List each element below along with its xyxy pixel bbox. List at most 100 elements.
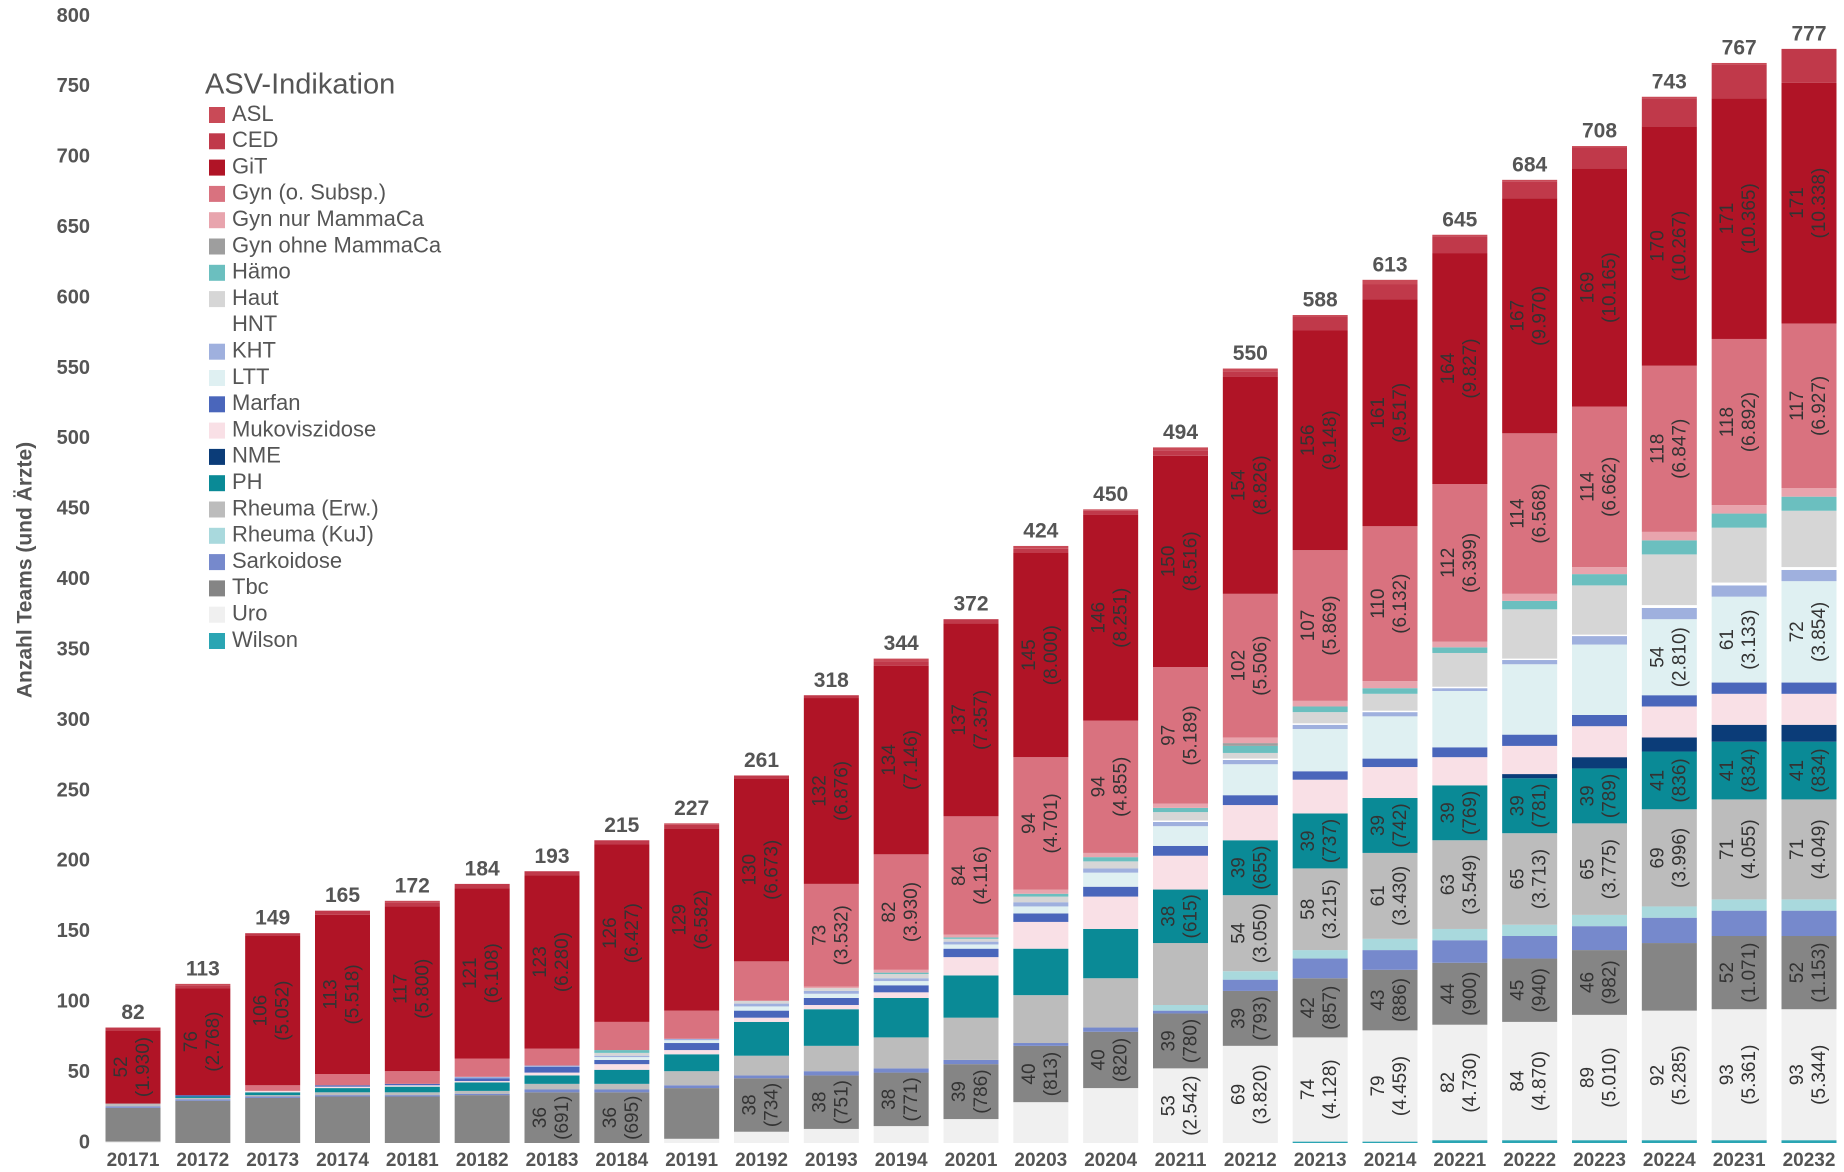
bar-segment: [803, 698, 859, 884]
bar-segment: [1292, 330, 1348, 551]
data-label: 102(5.506): [1228, 636, 1271, 696]
legend-swatch: [209, 212, 225, 229]
legend-swatch: [209, 133, 225, 150]
bar-segment: [1013, 889, 1069, 894]
bar-segment: [1153, 821, 1208, 827]
bar-segment: [873, 981, 929, 986]
bar-segment: [315, 910, 370, 915]
bar-segment: [454, 1095, 510, 1143]
bar-segment: [524, 1072, 580, 1076]
bar-segment: [384, 902, 440, 907]
data-label: 52(1.930): [111, 1037, 154, 1097]
bar-segment: [1362, 279, 1418, 285]
bar-segment: [1222, 840, 1278, 896]
bar-segment: [664, 1010, 720, 1039]
bar-segment: [245, 1092, 301, 1096]
bar-segment: [873, 1126, 929, 1143]
data-label: 170(10.267): [1647, 211, 1690, 282]
bar-segment: [1362, 798, 1418, 853]
bar-segment: [873, 1072, 929, 1127]
bar-segment: [245, 1090, 301, 1093]
bar-segment: [664, 823, 720, 825]
bar-segment: [1292, 729, 1348, 772]
bar-segment: [1292, 813, 1348, 869]
x-tick-label: 20171: [107, 1150, 160, 1171]
data-label: 39(780): [1159, 1019, 1202, 1063]
bar-segment: [664, 1050, 720, 1055]
bar-segment: [1222, 745, 1278, 753]
bar-segment: [1292, 771, 1348, 780]
bar-segment: [1292, 724, 1348, 730]
legend-swatch: [209, 159, 225, 176]
data-label: 89(5.010): [1578, 1047, 1621, 1107]
x-tick-label: 20231: [1713, 1150, 1766, 1171]
bar-segment: [315, 1088, 370, 1093]
data-label: 171(10.338): [1787, 168, 1830, 239]
bar-segment: [1572, 644, 1627, 715]
bar-segment: [943, 944, 999, 949]
bar-segment: [454, 1081, 510, 1083]
data-label: 40(813): [1019, 1052, 1062, 1096]
bar-segment: [454, 1093, 510, 1096]
data-label: 117(6.927): [1787, 376, 1830, 436]
bar-segment: [1432, 840, 1488, 929]
bar-segment: [454, 1090, 510, 1094]
bar-segment: [1083, 886, 1139, 897]
x-tick-label: 20203: [1014, 1150, 1067, 1171]
bar-segment: [245, 1096, 301, 1098]
bar-segment: [1641, 607, 1697, 620]
bar-segment: [1013, 913, 1069, 922]
bar-segment: [1222, 764, 1278, 796]
data-label: 41(834): [1717, 748, 1760, 792]
data-label: 150(8.516): [1159, 531, 1202, 591]
bar-segment: [1292, 700, 1348, 707]
bar-segment: [1781, 741, 1837, 800]
bar-segment: [943, 1064, 999, 1120]
bar-segment: [594, 840, 650, 845]
bar-segment: [1222, 376, 1278, 594]
data-label: 126(6.427): [600, 903, 643, 963]
data-label: 69(3.996): [1647, 828, 1690, 888]
bar-segment: [1781, 682, 1837, 694]
bar-segment: [1641, 126, 1697, 366]
x-tick-label: 20194: [875, 1150, 928, 1171]
bar-segment: [1362, 688, 1418, 694]
data-label: 52(1.071): [1717, 943, 1760, 1003]
bar-segment: [803, 990, 859, 994]
total-label: 708: [1582, 120, 1617, 143]
bar-segment: [1292, 1037, 1348, 1142]
data-label: 71(4.055): [1717, 819, 1760, 879]
legend-swatch: [209, 291, 225, 308]
x-tick-label: 20211: [1155, 1150, 1207, 1171]
bar-segment: [1222, 990, 1278, 1046]
bar-segment: [524, 1075, 580, 1084]
bar-segment: [1781, 581, 1837, 683]
bar-segment: [1711, 682, 1767, 694]
bar-segment: [1711, 338, 1767, 506]
bar-segment: [1153, 455, 1208, 668]
data-label: 145(8.000): [1019, 625, 1062, 685]
legend-swatch: [209, 527, 225, 544]
bar-segment: [594, 1052, 650, 1056]
legend-item: Wilson: [232, 627, 298, 652]
bar-segment: [1641, 540, 1697, 555]
bar-segment: [1781, 910, 1837, 937]
bar-segment: [873, 969, 929, 973]
bar-segment: [734, 1075, 789, 1079]
x-tick-label: 20183: [526, 1150, 579, 1171]
bar-segment: [524, 1083, 580, 1090]
data-label: 61(3.430): [1368, 866, 1411, 926]
bar-segment: [943, 957, 999, 976]
bar-segment: [1222, 895, 1278, 972]
data-label: 39(742): [1368, 803, 1411, 847]
bar-segment: [245, 933, 301, 937]
total-label: 165: [325, 884, 360, 907]
bar-segment: [664, 1054, 720, 1072]
bar-segment: [664, 828, 720, 1011]
bar-segment: [1641, 906, 1697, 918]
bar-segment: [1362, 716, 1418, 759]
bar-segment: [1641, 943, 1697, 1011]
bar-segment: [873, 985, 929, 993]
bar-segment: [1641, 1140, 1697, 1143]
bar-segment: [664, 1071, 720, 1086]
